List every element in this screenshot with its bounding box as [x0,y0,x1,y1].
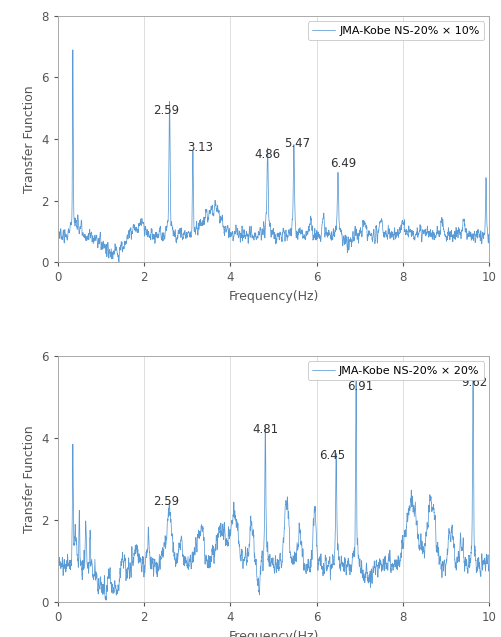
Text: 5.47: 5.47 [284,137,310,150]
Text: 6.45: 6.45 [318,450,344,462]
Text: 4.86: 4.86 [254,148,280,161]
X-axis label: Frequency(Hz): Frequency(Hz) [228,629,318,637]
X-axis label: Frequency(Hz): Frequency(Hz) [228,290,318,303]
Text: 2.59: 2.59 [152,104,178,117]
Y-axis label: Transfer Function: Transfer Function [23,85,36,193]
Text: 6.91: 6.91 [346,380,372,392]
Text: 2.59: 2.59 [152,494,178,508]
Legend: JMA-Kobe NS-20% × 20%: JMA-Kobe NS-20% × 20% [307,361,483,380]
Text: 3.13: 3.13 [187,141,213,154]
Legend: JMA-Kobe NS-20% × 10%: JMA-Kobe NS-20% × 10% [307,22,483,40]
Text: 6.49: 6.49 [329,157,355,170]
Text: 4.81: 4.81 [252,423,278,436]
Y-axis label: Transfer Function: Transfer Function [23,425,36,533]
Text: 9.62: 9.62 [460,376,486,389]
